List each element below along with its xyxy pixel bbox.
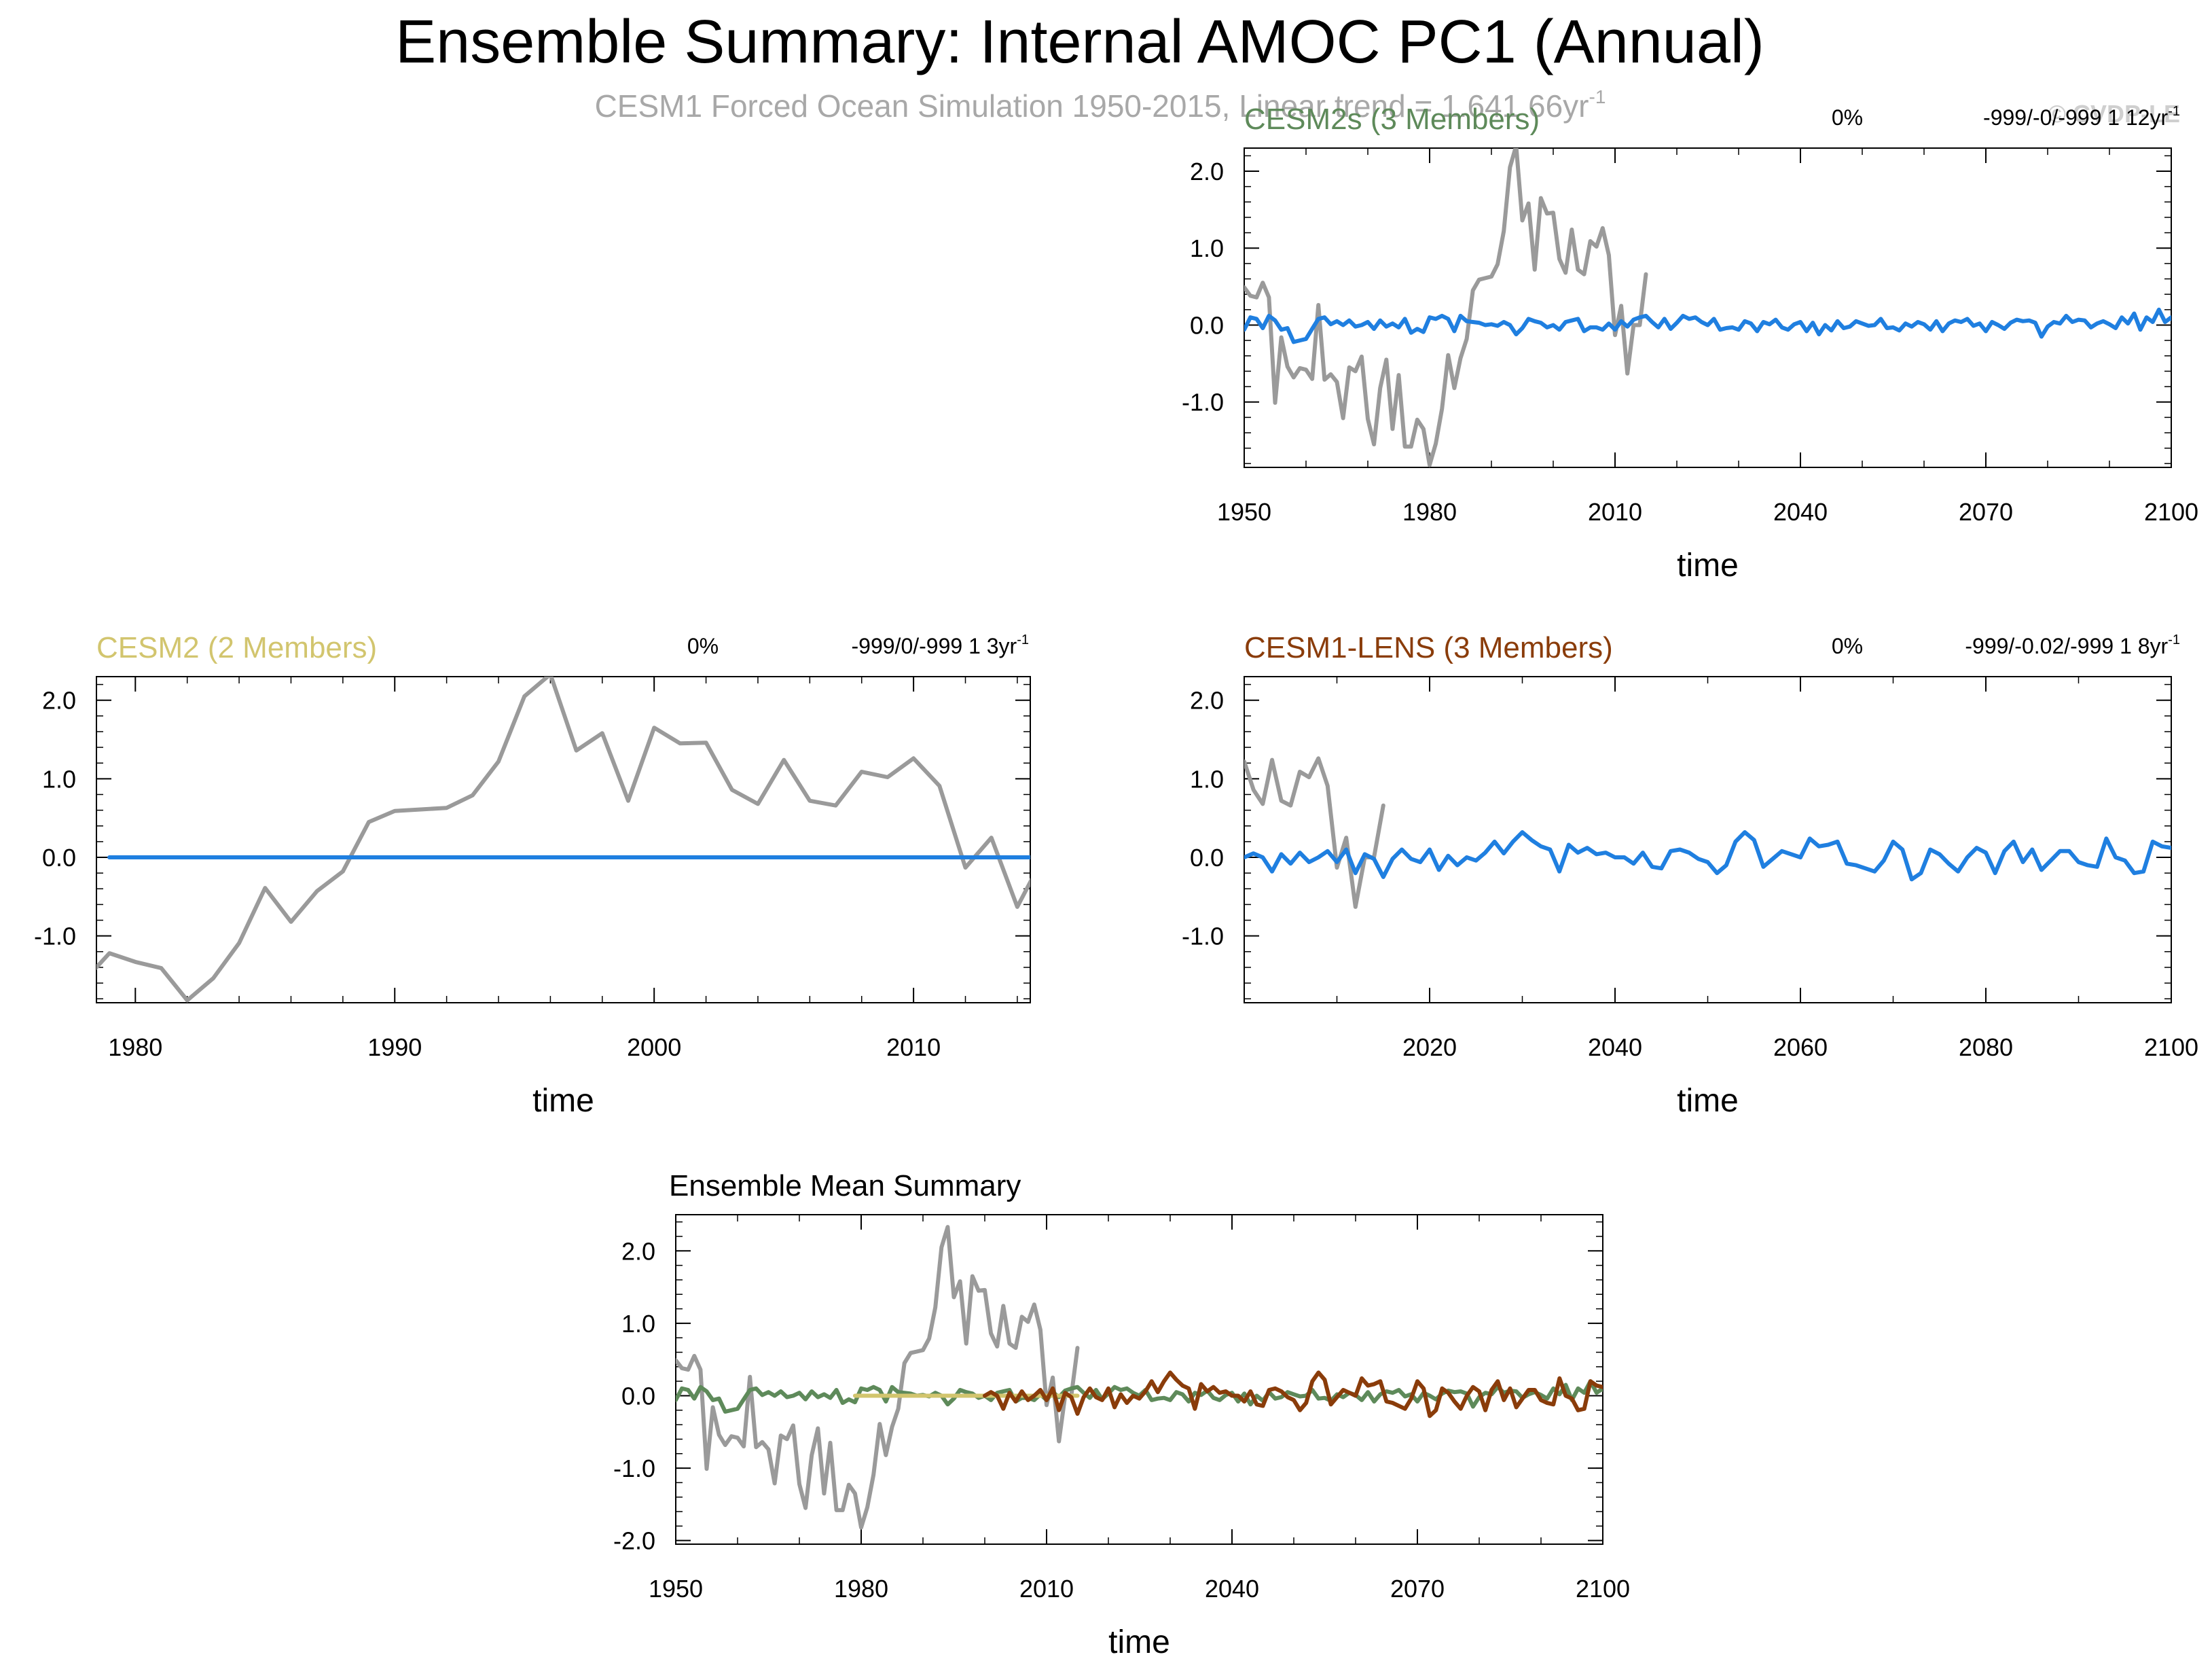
stats-sup: -1 (1017, 632, 1029, 647)
x-tick-label: 2020 (1402, 1033, 1457, 1061)
x-tick-label: 2010 (1588, 498, 1642, 526)
x-tick-label: 2100 (1576, 1575, 1630, 1603)
y-tick-label: 1.0 (1190, 234, 1224, 262)
series-line-obs (96, 677, 1030, 1003)
stats-text: -999/0/-999 1 3yr (852, 634, 1017, 658)
x-axis-label: time (532, 1083, 594, 1119)
stats-sup: -1 (2168, 632, 2180, 647)
panel-title: Ensemble Mean Summary (669, 1169, 1021, 1202)
watermark: © CVDP-LE (2048, 100, 2180, 128)
x-axis-label: time (1677, 1083, 1739, 1119)
y-tick-label: 2.0 (1190, 158, 1224, 185)
percent-label: 0% (1832, 634, 1863, 658)
series-line-obs (1244, 148, 1648, 467)
x-tick-label: 2070 (1959, 498, 2013, 526)
y-tick-label: 0.0 (1190, 844, 1224, 872)
y-tick-label: 2.0 (42, 687, 76, 715)
x-tick-label: 2040 (1588, 1033, 1642, 1061)
x-tick-label: 1990 (367, 1033, 422, 1061)
chart-panel-cesm2: CESM2 (2 Members) 0% -999/0/-999 1 3yr-1 2.… (34, 631, 1031, 1119)
series-line-cesm1-lens (983, 1370, 1603, 1418)
chart-panel-cesm1_lens: CESM1-LENS (3 Members) 0% -999/-0.02/-999 … (1182, 631, 2198, 1119)
y-tick-label: 2.0 (1190, 687, 1224, 715)
y-tick-label: -1.0 (34, 923, 76, 950)
stats-text: -999/-0/-999 1 12yr (1983, 105, 2169, 130)
series-line-obs (1244, 756, 1385, 909)
y-tick-label: 1.0 (621, 1310, 655, 1338)
figure-subtitle-sup: -1 (1589, 86, 1606, 107)
panel-title: CESM2s (3 Members) (1244, 103, 1540, 136)
series-line-ensemble (1244, 830, 2171, 882)
series-line-ensemble (1244, 307, 2171, 344)
x-tick-label: 2060 (1773, 1033, 1828, 1061)
stats-label: -999/-0/-999 1 12yr-1 (1983, 104, 2180, 130)
series-line-obs (676, 1225, 1080, 1530)
y-tick-label: 0.0 (1190, 311, 1224, 339)
x-tick-label: 1980 (834, 1575, 888, 1603)
x-tick-label: 2010 (1019, 1575, 1074, 1603)
y-tick-label: -2.0 (613, 1527, 655, 1555)
panel-title: CESM2 (2 Members) (96, 631, 377, 664)
stats-label: -999/0/-999 1 3yr-1 (852, 632, 1030, 658)
x-tick-label: 2040 (1205, 1575, 1259, 1603)
figure-title: Ensemble Summary: Internal AMOC PC1 (Ann… (395, 8, 1764, 76)
y-tick-label: -1.0 (1182, 389, 1224, 416)
plot-frame (675, 1214, 1603, 1545)
y-tick-label: 1.0 (1190, 765, 1224, 793)
x-tick-label: 1980 (1402, 498, 1457, 526)
y-tick-label: 1.0 (42, 765, 76, 793)
x-tick-label: 2100 (2144, 498, 2198, 526)
x-tick-label: 2010 (886, 1033, 941, 1061)
stats-label: -999/-0.02/-999 1 8yr-1 (1965, 632, 2180, 658)
panel-title: CESM1-LENS (3 Members) (1244, 631, 1613, 664)
stats-text: -999/-0.02/-999 1 8yr (1965, 634, 2168, 658)
y-tick-label: -1.0 (613, 1454, 655, 1482)
y-tick-label: 2.0 (621, 1237, 655, 1265)
y-tick-label: 0.0 (42, 844, 76, 872)
y-tick-label: 0.0 (621, 1382, 655, 1410)
figure-subtitle-text: CESM1 Forced Ocean Simulation 1950-2015,… (595, 88, 1589, 124)
figure-subtitle: CESM1 Forced Ocean Simulation 1950-2015,… (595, 86, 1606, 124)
x-tick-label: 2000 (627, 1033, 681, 1061)
x-tick-label: 1950 (649, 1575, 703, 1603)
x-axis-label: time (1677, 548, 1739, 584)
x-tick-label: 1950 (1217, 498, 1271, 526)
x-tick-label: 2040 (1773, 498, 1828, 526)
x-axis-label: time (1108, 1624, 1170, 1660)
x-tick-label: 2100 (2144, 1033, 2198, 1061)
percent-label: 0% (687, 634, 719, 658)
stats-sup: -1 (2168, 104, 2180, 119)
plot-frame (1244, 147, 2172, 468)
x-tick-label: 2080 (1959, 1033, 2013, 1061)
percent-label: 0% (1832, 105, 1863, 130)
y-tick-label: -1.0 (1182, 923, 1224, 950)
x-tick-label: 1980 (108, 1033, 162, 1061)
plot-frame (96, 676, 1031, 1003)
chart-panel-ensemble_mean: Ensemble Mean Summary 2.0 1.0 0.0 -1.0 -2.0 19… (613, 1169, 1630, 1660)
x-tick-label: 2070 (1390, 1575, 1445, 1603)
chart-panel-cesm2s: CESM2s (3 Members) 0% -999/-0/-999 1 12yr-… (1182, 103, 2198, 584)
panels-container: CESM2s (3 Members) 0% -999/-0/-999 1 12yr-… (34, 103, 2198, 1660)
